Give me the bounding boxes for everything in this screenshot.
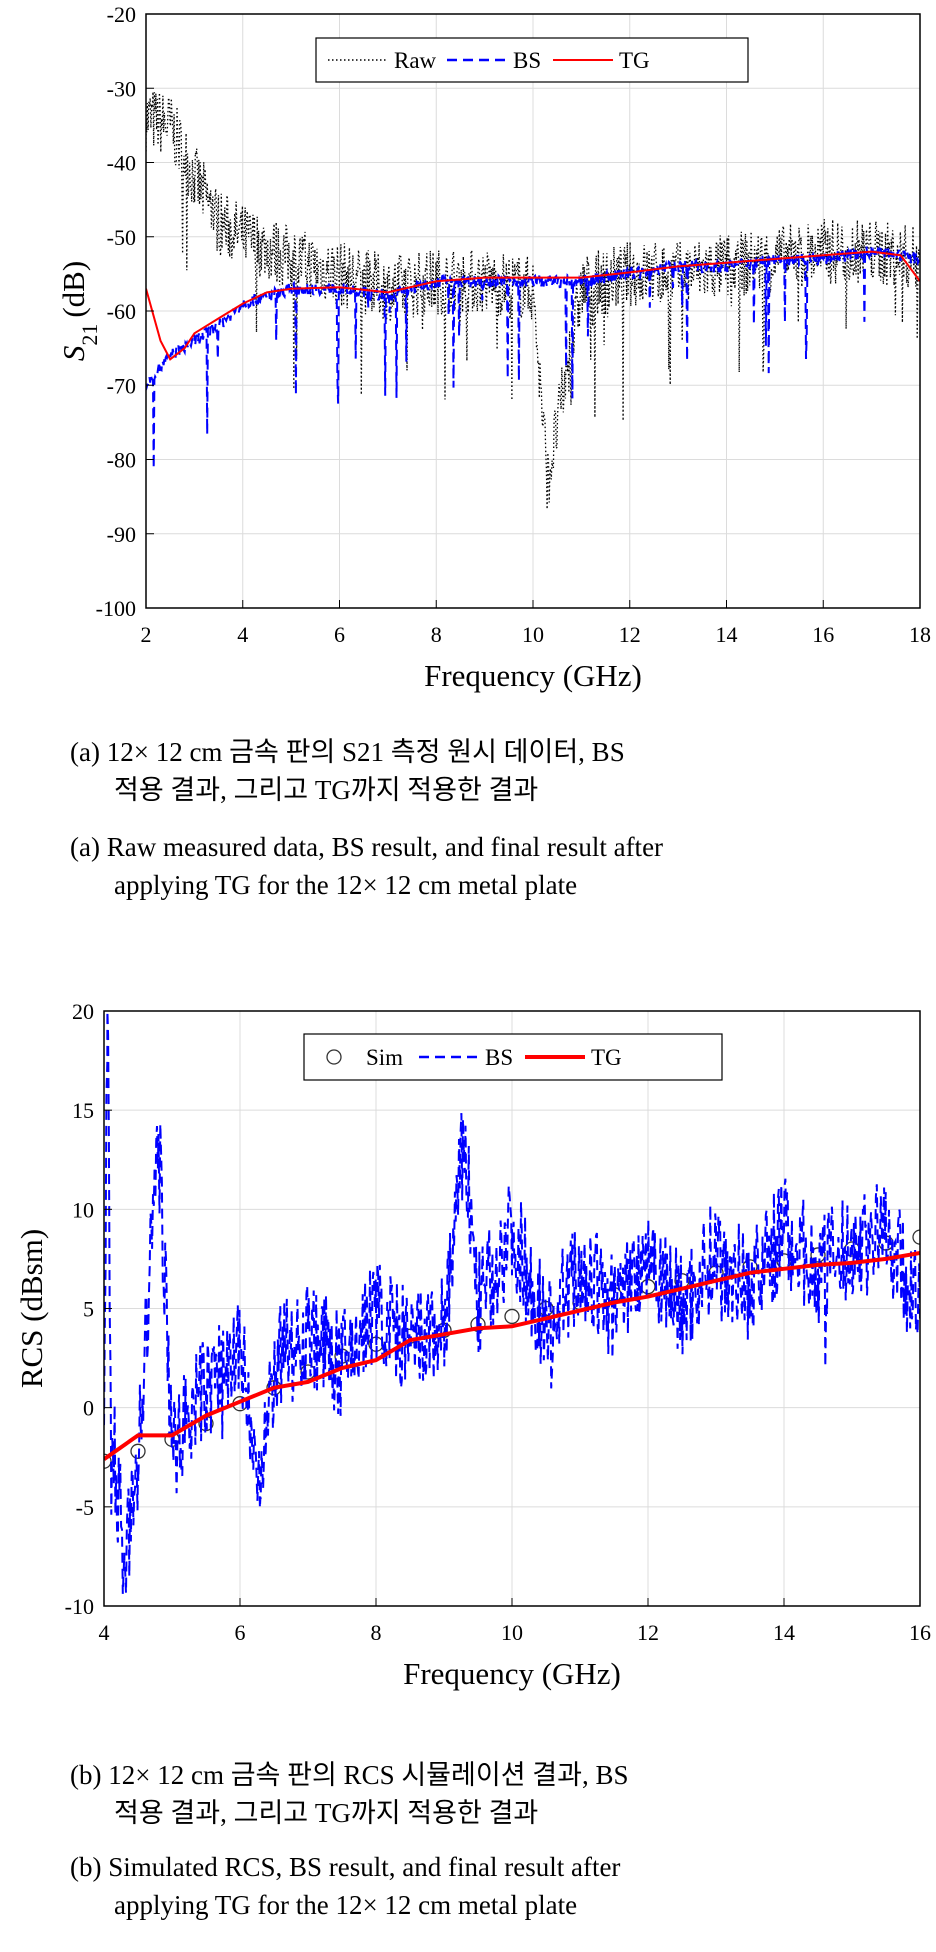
y-tick-label: -60 xyxy=(107,299,136,324)
legend-tg-label: TG xyxy=(619,48,650,73)
y-tick-label: -30 xyxy=(107,76,136,101)
y-tick-label: -70 xyxy=(107,373,136,398)
y-tick-label: -5 xyxy=(76,1495,94,1520)
x-tick-label: 10 xyxy=(522,622,544,647)
chart-b-ticks: 4 6 8 10 12 14 16 20 15 10 5 0 -5 -10 xyxy=(65,999,931,1645)
y-tick-label: -20 xyxy=(107,2,136,27)
chart-b-ylabel: RCS (dBsm) xyxy=(14,1229,49,1388)
caption-b-ko-line1: (b) 12× 12 cm 금속 판의 RCS 시뮬레이션 결과, BS xyxy=(70,1760,629,1790)
sim-point xyxy=(912,1229,920,1245)
sim-point xyxy=(504,1308,520,1325)
x-tick-label: 16 xyxy=(909,1620,931,1645)
caption-b-korean: (b) 12× 12 cm 금속 판의 RCS 시뮬레이션 결과, BS 적용 … xyxy=(70,1756,920,1832)
chart-a-ylabel: S21(dB) xyxy=(56,261,102,361)
sim-point xyxy=(104,1453,112,1469)
series-raw-line xyxy=(146,91,920,510)
x-tick-label: 4 xyxy=(237,622,248,647)
x-tick-label: 12 xyxy=(637,1620,659,1645)
legend-raw-label: Raw xyxy=(394,48,437,73)
legend-sim-marker xyxy=(326,1049,342,1065)
y-tick-label: 5 xyxy=(83,1297,94,1322)
chart-a-series xyxy=(146,91,920,510)
y-tick-label: -40 xyxy=(107,151,136,176)
x-tick-label: 12 xyxy=(619,622,641,647)
series-tg-line xyxy=(104,1251,920,1461)
chart-a-ticks: 2 4 6 8 10 12 14 16 18 -20 -30 -40 -50 -60 -70 -80 -90 -1… xyxy=(96,2,931,647)
legend-bs-label: BS xyxy=(513,48,541,73)
y-tick-label: -90 xyxy=(107,522,136,547)
y-tick-label: -80 xyxy=(107,448,136,473)
x-tick-label: 2 xyxy=(141,622,152,647)
chart-b-series xyxy=(104,1011,920,1594)
legend-tg-label: TG xyxy=(591,1045,622,1070)
chart-b-legend: Sim BS TG xyxy=(303,1033,723,1081)
caption-b-ko-line2: 적용 결과, 그리고 TG까지 적용한 결과 xyxy=(114,1798,539,1828)
x-tick-label: 16 xyxy=(812,622,834,647)
chart-b-xlabel: Frequency (GHz) xyxy=(403,1656,621,1691)
y-tick-label: -10 xyxy=(65,1594,94,1619)
caption-a-korean: (a) 12× 12 cm 금속 판의 S21 측정 원시 데이터, BS 적용… xyxy=(70,733,920,809)
caption-a-en-line1: (a) Raw measured data, BS result, and fi… xyxy=(70,832,664,862)
chart-a: 2 4 6 8 10 12 14 16 18 -20 -30 -40 -50 -60 -70 -80 -90 -1… xyxy=(56,2,931,693)
caption-a-en-line2: applying TG for the 12× 12 cm metal plat… xyxy=(114,870,578,900)
series-bs-line xyxy=(146,245,920,469)
y-tick-label: 0 xyxy=(83,1396,94,1421)
chart-b: 4 6 8 10 12 14 16 20 15 10 5 0 -5 -10 Sim BS TG Frequen… xyxy=(14,999,931,1691)
x-tick-label: 8 xyxy=(431,622,442,647)
chart-a-xlabel: Frequency (GHz) xyxy=(424,658,642,693)
caption-b-en-line1: (b) Simulated RCS, BS result, and final … xyxy=(70,1852,621,1882)
sim-point xyxy=(810,1247,826,1263)
x-tick-label: 14 xyxy=(773,1620,795,1645)
series-tg-line xyxy=(146,250,920,361)
caption-a-ko-line1: (a) 12× 12 cm 금속 판의 S21 측정 원시 데이터, BS xyxy=(70,737,625,767)
x-tick-label: 6 xyxy=(235,1620,246,1645)
chart-a-legend: Raw BS TG xyxy=(315,37,749,83)
x-tick-label: 6 xyxy=(334,622,345,647)
y-tick-label: 15 xyxy=(72,1098,94,1123)
y-tick-label: -100 xyxy=(96,596,136,621)
x-tick-label: 10 xyxy=(501,1620,523,1645)
legend-box xyxy=(315,37,749,83)
y-tick-label: 20 xyxy=(72,999,94,1024)
caption-a-ko-line2: 적용 결과, 그리고 TG까지 적용한 결과 xyxy=(114,775,539,805)
legend-sim-label: Sim xyxy=(366,1045,403,1070)
x-tick-label: 18 xyxy=(909,622,931,647)
caption-b-en-line2: applying TG for the 12× 12 cm metal plat… xyxy=(114,1890,578,1920)
x-tick-label: 8 xyxy=(371,1620,382,1645)
y-tick-label: -50 xyxy=(107,225,136,250)
legend-box xyxy=(303,1033,723,1081)
y-tick-label: 10 xyxy=(72,1197,94,1222)
legend-bs-label: BS xyxy=(485,1045,513,1070)
x-tick-label: 4 xyxy=(99,1620,110,1645)
x-tick-label: 14 xyxy=(716,622,738,647)
caption-b-english: (b) Simulated RCS, BS result, and final … xyxy=(70,1848,920,1924)
series-bs-line xyxy=(104,1011,920,1594)
caption-a-english: (a) Raw measured data, BS result, and fi… xyxy=(70,828,920,904)
